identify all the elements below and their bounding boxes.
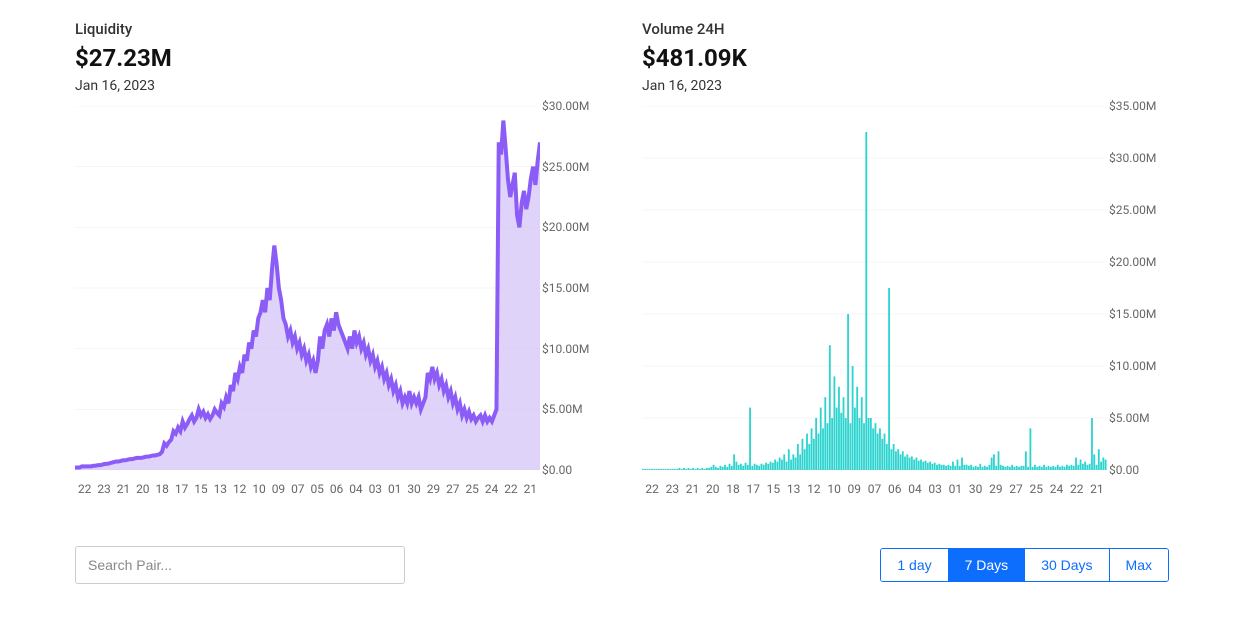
x-tick: 07 xyxy=(288,482,307,496)
x-tick: 18 xyxy=(153,482,172,496)
range-button-1-day[interactable]: 1 day xyxy=(881,549,948,581)
liquidity-plot[interactable] xyxy=(75,106,540,470)
x-tick: 04 xyxy=(346,482,365,496)
liquidity-x-axis: 2223212018171513121009070506040301302927… xyxy=(75,476,540,506)
x-tick: 25 xyxy=(463,482,482,496)
x-tick: 20 xyxy=(703,482,723,496)
volume-date: Jan 16, 2023 xyxy=(642,78,1169,94)
x-tick: 21 xyxy=(682,482,702,496)
x-tick: 17 xyxy=(172,482,191,496)
range-button-30-days[interactable]: 30 Days xyxy=(1025,549,1109,581)
liquidity-panel: Liquidity $27.23M Jan 16, 2023 $30.00M$2… xyxy=(75,20,602,506)
volume-value: $481.09K xyxy=(642,44,1169,72)
x-tick: 29 xyxy=(986,482,1006,496)
volume-panel: Volume 24H $481.09K Jan 16, 2023 $35.00M… xyxy=(642,20,1169,506)
liquidity-chart-container: $30.00M$25.00M$20.00M$15.00M$10.00M$5.00… xyxy=(75,106,602,506)
liquidity-value: $27.23M xyxy=(75,44,602,72)
x-tick: 22 xyxy=(75,482,94,496)
x-tick: 04 xyxy=(905,482,925,496)
volume-chart-container: $35.00M$30.00M$25.00M$20.00M$15.00M$10.0… xyxy=(642,106,1169,506)
x-tick: 15 xyxy=(191,482,210,496)
x-tick: 09 xyxy=(269,482,288,496)
x-tick: 24 xyxy=(1046,482,1066,496)
liquidity-date: Jan 16, 2023 xyxy=(75,78,602,94)
x-tick: 17 xyxy=(743,482,763,496)
volume-title: Volume 24H xyxy=(642,20,1169,38)
x-tick: 07 xyxy=(864,482,884,496)
x-tick: 20 xyxy=(133,482,152,496)
volume-plot[interactable] xyxy=(642,106,1107,470)
range-button-7-days[interactable]: 7 Days xyxy=(949,549,1026,581)
x-tick: 09 xyxy=(844,482,864,496)
x-tick: 22 xyxy=(642,482,662,496)
x-tick: 15 xyxy=(763,482,783,496)
x-tick: 05 xyxy=(308,482,327,496)
x-tick: 22 xyxy=(501,482,520,496)
x-tick: 12 xyxy=(804,482,824,496)
x-tick: 06 xyxy=(327,482,346,496)
x-tick: 23 xyxy=(662,482,682,496)
volume-x-axis: 2223212018171513121009070604030130292725… xyxy=(642,476,1107,506)
x-tick: 27 xyxy=(1006,482,1026,496)
x-tick: 24 xyxy=(482,482,501,496)
search-pair-input[interactable] xyxy=(75,546,405,584)
liquidity-y-axis: $30.00M$25.00M$20.00M$15.00M$10.00M$5.00… xyxy=(542,106,602,470)
x-tick: 10 xyxy=(249,482,268,496)
x-tick: 01 xyxy=(945,482,965,496)
x-tick: 01 xyxy=(385,482,404,496)
x-tick: 21 xyxy=(1087,482,1107,496)
x-tick: 27 xyxy=(443,482,462,496)
liquidity-title: Liquidity xyxy=(75,20,602,38)
x-tick: 03 xyxy=(925,482,945,496)
x-tick: 25 xyxy=(1026,482,1046,496)
x-tick: 13 xyxy=(784,482,804,496)
x-tick: 18 xyxy=(723,482,743,496)
x-tick: 12 xyxy=(230,482,249,496)
x-tick: 03 xyxy=(366,482,385,496)
x-tick: 29 xyxy=(424,482,443,496)
x-tick: 30 xyxy=(404,482,423,496)
x-tick: 06 xyxy=(885,482,905,496)
x-tick: 13 xyxy=(211,482,230,496)
x-tick: 10 xyxy=(824,482,844,496)
range-button-max[interactable]: Max xyxy=(1110,549,1168,581)
x-tick: 23 xyxy=(94,482,113,496)
x-tick: 22 xyxy=(1067,482,1087,496)
volume-y-axis: $35.00M$30.00M$25.00M$20.00M$15.00M$10.0… xyxy=(1109,106,1169,470)
x-tick: 21 xyxy=(521,482,540,496)
x-tick: 21 xyxy=(114,482,133,496)
time-range-group: 1 day7 Days30 DaysMax xyxy=(880,548,1169,582)
x-tick: 30 xyxy=(966,482,986,496)
